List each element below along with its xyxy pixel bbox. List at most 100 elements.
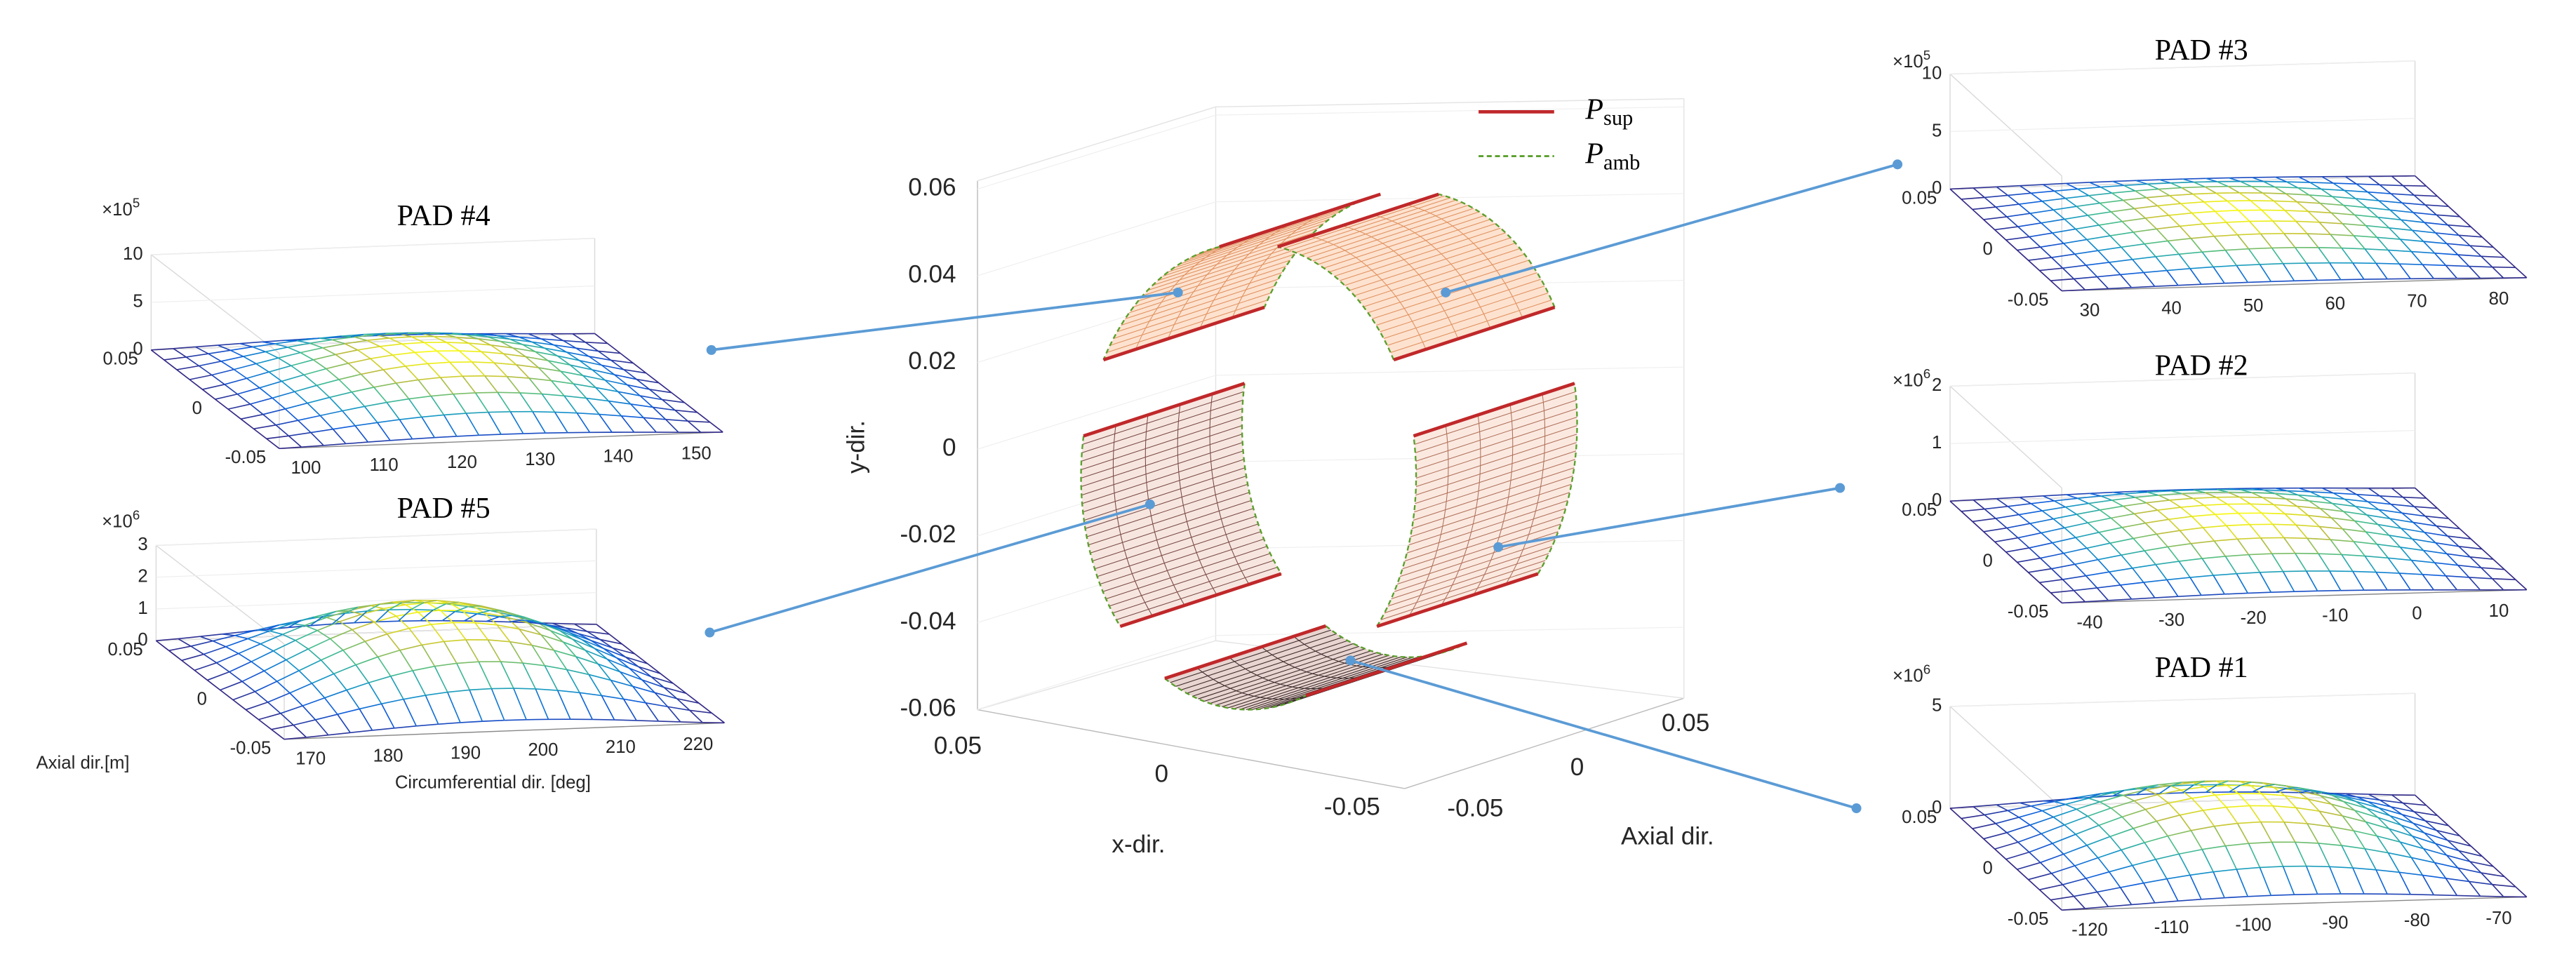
surface-line [516,364,530,379]
surface-line [528,622,542,636]
mesh-line [1309,236,1427,350]
surface-line [490,344,514,349]
surface-line [522,662,536,690]
surface-line [201,389,216,400]
surface-line [342,406,365,412]
z-tick-label: 0 [133,340,142,359]
surface-line [2135,190,2147,199]
surface-line [2259,572,2272,593]
surface-line [345,340,368,344]
surface-line [2424,832,2448,841]
surface-line [554,650,577,657]
surface-line [2020,802,2031,807]
x-tick-label: 0.05 [934,732,982,760]
surface-line [2028,873,2052,880]
surface-line [405,366,419,380]
surface-line [453,392,476,395]
surface-line [2145,215,2169,219]
surface-line [392,351,415,356]
surface-line [648,389,663,401]
surface-line [689,709,703,723]
surface-line [2262,192,2274,202]
surface-line [556,690,571,720]
surface-line [2053,190,2066,199]
surface-line [509,411,524,434]
surface-line [552,622,575,625]
surface-line [2109,828,2134,838]
surface-line [2434,253,2447,266]
surface-line [2054,801,2066,805]
surface-line [306,734,328,738]
surface-line [472,361,495,364]
surface-line [2157,794,2169,804]
surface-line [2274,493,2298,496]
surface-line [2378,807,2391,817]
surface-line [2019,497,2031,504]
surface-line [469,688,492,691]
surface-line [497,624,519,630]
pad-surface [1164,626,1467,710]
surface-line [581,638,595,649]
surface-line [1972,206,1996,210]
surface-line [556,355,570,366]
surface-line [178,638,192,647]
surface-line [2097,887,2121,893]
axial-tick-label: 0.05 [1902,500,1937,520]
surface-line [2063,553,2076,565]
surface-line [2410,857,2424,876]
surface-line [2182,178,2206,180]
axial-tick-label: 0.05 [1902,808,1937,827]
surface-line [2191,798,2204,811]
surface-line [373,333,386,337]
surface-line [1961,508,1985,512]
surface-line [447,689,470,693]
axial-tick-label: -0.05 [1447,795,1503,822]
surface-line [2399,841,2413,858]
surface-line [493,362,508,377]
surface-line [2109,258,2133,263]
surface-line [2109,542,2122,556]
surface-line [2344,487,2357,495]
surface-line [540,634,563,643]
surface-line [2041,510,2054,520]
supply-edge [1083,382,1246,438]
surface-line [251,650,274,662]
surface-line [2365,225,2389,229]
surface-line [2355,506,2380,511]
surface-line [2109,235,2122,248]
surface-line [333,673,347,691]
surface-line [466,411,488,414]
surface-line [2040,862,2053,874]
surface-line [2146,197,2158,207]
surface-line [2112,180,2125,187]
surface-line [446,601,459,605]
surface-line [2213,236,2227,251]
surface-line [2168,518,2180,531]
surface-line [2447,225,2460,236]
surface-line [2077,495,2101,500]
surface-line [2295,841,2318,844]
circ-tick-label: 150 [681,444,712,464]
surface-line [2273,504,2285,515]
surface-line [222,631,244,635]
surface-line [163,359,178,370]
z-tick-label: 2 [138,567,147,587]
surface-line [2399,572,2423,575]
surface-line [418,379,432,397]
surface-line [603,648,626,658]
surface-line [2182,784,2194,793]
surface-line [2364,848,2377,871]
ambient-edge [1241,383,1282,575]
surface-line [412,665,435,671]
mesh-line [1411,476,1573,529]
surface-line [2073,896,2086,909]
surface-line [2215,793,2238,796]
surface-line [2434,562,2447,577]
grid-line [977,201,1216,276]
surface-line [411,336,425,343]
surface-line [2492,578,2504,591]
surface-line [2307,537,2319,554]
surface-line [2275,487,2287,492]
surface-line [295,629,318,641]
mesh-line [1116,566,1278,620]
